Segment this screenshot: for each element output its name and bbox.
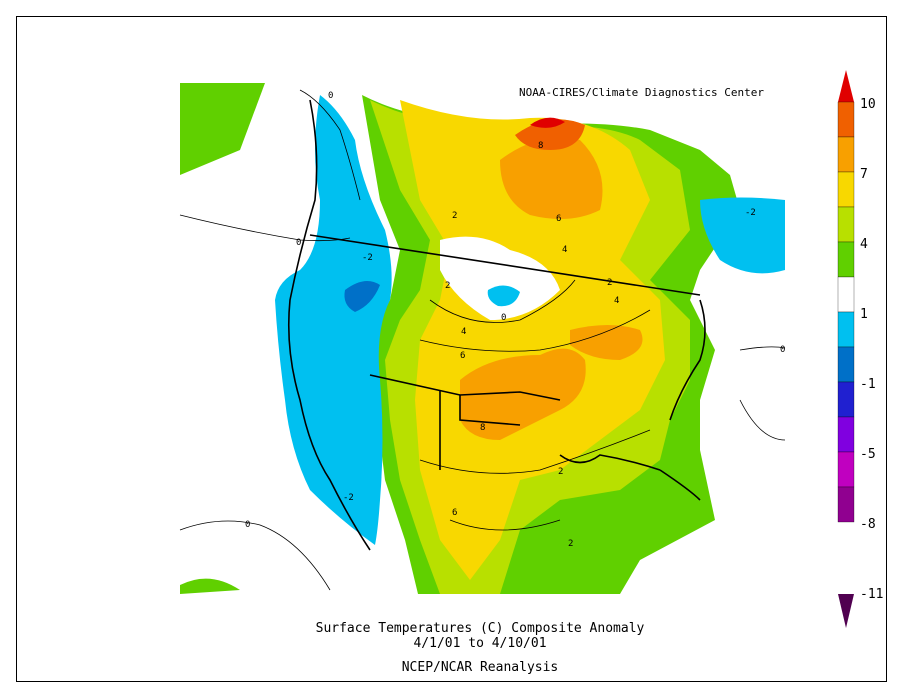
green-region-pacific-south <box>180 578 240 594</box>
contour-label: 2 <box>452 211 457 221</box>
contour-label: 6 <box>556 214 561 224</box>
contour-label: 2 <box>445 281 450 291</box>
contour-label: 0 <box>780 345 785 355</box>
colorbar-cell <box>837 206 855 243</box>
caption-source: NCEP/NCAR Reanalysis <box>401 660 559 675</box>
contour-label: 8 <box>480 423 485 433</box>
yellow-region <box>400 100 665 580</box>
contour-label: 6 <box>460 351 465 361</box>
contour-label: 0 <box>328 91 333 101</box>
contour-label: -2 <box>745 208 756 218</box>
colorbar-cell <box>837 381 855 418</box>
caption-title: Surface Temperatures (C) Composite Anoma… <box>315 621 645 636</box>
contour-label: 2 <box>568 539 573 549</box>
colorbar-label: 10 <box>860 97 876 112</box>
contour-label: 2 <box>558 467 563 477</box>
contour-label: 0 <box>296 238 301 248</box>
map-frame <box>16 16 887 682</box>
orange-region-central <box>460 348 586 440</box>
colorbar-label: 4 <box>860 237 868 252</box>
contour-label: -2 <box>343 493 354 503</box>
colorbar-cell <box>837 101 855 138</box>
contour-label: 0 <box>245 520 250 530</box>
colorbar-cell <box>837 486 855 523</box>
colorbar-label: 1 <box>860 307 868 322</box>
colorbar-cell <box>837 451 855 488</box>
orange-region-north <box>500 137 603 219</box>
blue-region-west <box>344 281 380 312</box>
colorbar-top-arrow <box>838 70 854 102</box>
red-region-north <box>530 117 565 128</box>
colorbar-cell <box>837 311 855 348</box>
colorbar-cell <box>837 346 855 383</box>
contour-label: 6 <box>452 508 457 518</box>
colorbar-cell <box>837 276 855 313</box>
colorbar-label: -8 <box>860 517 876 532</box>
colorbar-label: -5 <box>860 447 876 462</box>
orange-region-east <box>570 325 643 360</box>
caption-dates: 4/1/01 to 4/10/01 <box>413 636 547 651</box>
contour-label: 4 <box>461 327 466 337</box>
green-region-pacific-north <box>180 83 265 175</box>
darkorange-region-north <box>515 119 585 150</box>
contour-label: 8 <box>538 141 543 151</box>
cyan-region-northeast <box>700 197 785 274</box>
colorbar-label: 7 <box>860 167 868 182</box>
blue-region-lakes <box>487 285 520 307</box>
colorbar-cell <box>837 171 855 208</box>
colorbar-cell <box>837 136 855 173</box>
colorbar-cell <box>837 416 855 453</box>
colorbar-label: -11 <box>860 587 884 602</box>
white-region-lakes <box>440 236 560 320</box>
contour-label: 4 <box>614 296 619 306</box>
contour-label: 0 <box>501 313 506 323</box>
colorbar <box>837 70 855 628</box>
cyan-region-west <box>275 95 392 545</box>
contour-label: -2 <box>362 253 373 263</box>
colorbar-cell <box>837 241 855 278</box>
contour-label: 2 <box>607 278 612 288</box>
colorbar-label: -1 <box>860 377 876 392</box>
contour-label: 4 <box>562 245 567 255</box>
colorbar-bottom-arrow <box>838 594 854 628</box>
map-credit: NOAA-CIRES/Climate Diagnostics Center <box>517 86 767 99</box>
